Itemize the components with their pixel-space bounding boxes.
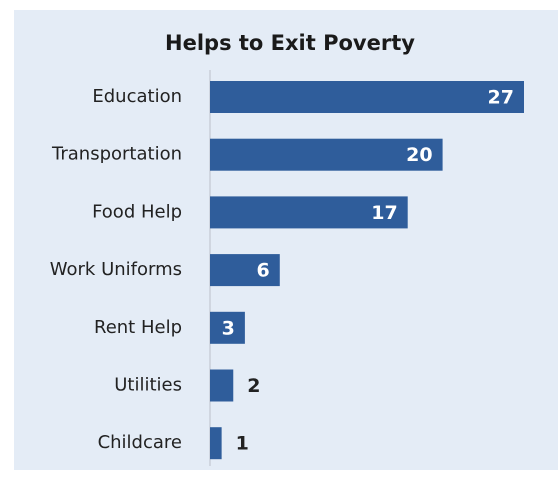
value-label: 3 <box>222 317 235 339</box>
bar <box>210 196 408 229</box>
chart-title: Helps to Exit Poverty <box>165 31 415 55</box>
category-label: Food Help <box>92 201 182 222</box>
chart-background <box>14 10 558 470</box>
value-label: 1 <box>236 433 249 455</box>
bar <box>210 369 234 402</box>
value-label: 6 <box>257 260 270 282</box>
bar <box>210 311 245 344</box>
bar <box>210 427 222 460</box>
category-label: Childcare <box>98 432 182 453</box>
value-label: 2 <box>247 375 260 397</box>
bar <box>210 81 524 113</box>
category-label: Transportation <box>51 144 182 165</box>
bar <box>210 254 280 287</box>
value-label: 20 <box>406 144 432 166</box>
bar <box>210 138 443 171</box>
category-label: Rent Help <box>94 317 182 338</box>
category-label: Work Uniforms <box>50 259 182 280</box>
value-label: 27 <box>488 87 514 109</box>
category-label: Utilities <box>114 375 182 396</box>
category-label: Education <box>92 86 182 107</box>
value-label: 17 <box>371 202 397 224</box>
